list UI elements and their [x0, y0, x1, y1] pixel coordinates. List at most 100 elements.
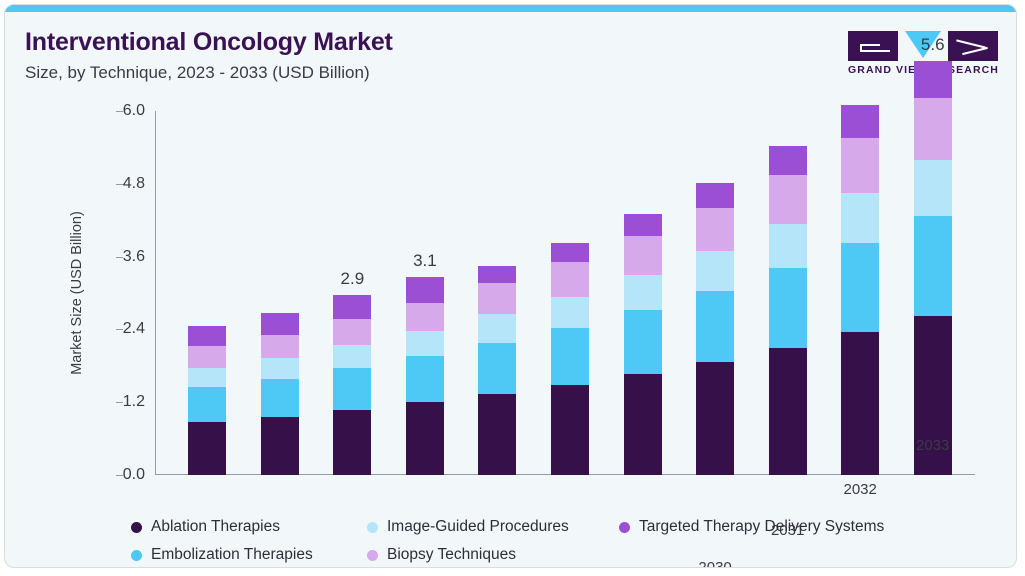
- bar-group[interactable]: 2031: [768, 145, 807, 539]
- bar-segment[interactable]: [913, 160, 952, 216]
- bar-group[interactable]: 2029: [623, 214, 662, 475]
- bar-segment[interactable]: [333, 295, 372, 320]
- bar-segment[interactable]: [913, 215, 952, 317]
- bar-segment[interactable]: [768, 223, 807, 269]
- bars-container: 2023 2024 2.92025 3.12026 2027 2028 2029 2030 20…: [155, 35, 975, 567]
- bar-segment[interactable]: [551, 242, 589, 263]
- bar-segment[interactable]: [623, 214, 662, 237]
- legend-item[interactable]: Ablation Therapies: [131, 513, 359, 541]
- bar-segment[interactable]: [551, 328, 589, 385]
- bar-segment[interactable]: [841, 242, 880, 332]
- bar-group[interactable]: 2030: [696, 183, 735, 567]
- legend-label: Biopsy Techniques: [387, 546, 516, 563]
- bar-segment[interactable]: [260, 334, 299, 358]
- legend-item[interactable]: Embolization Therapies: [131, 541, 359, 567]
- legend-label: Embolization Therapies: [151, 546, 313, 563]
- legend-item[interactable]: Image-Guided Procedures: [367, 513, 611, 541]
- bar-segment[interactable]: [188, 422, 227, 475]
- logo-right-block-icon: [948, 31, 998, 61]
- bar-segment[interactable]: [913, 61, 952, 99]
- y-axis-line: [155, 111, 156, 475]
- bar-group[interactable]: 3.12026: [405, 251, 444, 475]
- bar-segment[interactable]: [623, 310, 662, 374]
- card-top-accent-bar: [5, 5, 1016, 12]
- bar-value-label: 2.9: [340, 269, 365, 289]
- bar-segment[interactable]: [478, 342, 517, 395]
- bar-segment[interactable]: [333, 367, 372, 411]
- bar-segment[interactable]: [623, 274, 662, 310]
- bar-segment[interactable]: [333, 344, 372, 368]
- bar-group[interactable]: 2024: [260, 313, 299, 475]
- bar-group[interactable]: 2028: [551, 242, 589, 475]
- bar-segment[interactable]: [260, 416, 299, 475]
- bar-segment[interactable]: [841, 104, 880, 138]
- bar-segment[interactable]: [478, 283, 517, 315]
- bar-segment[interactable]: [260, 379, 299, 417]
- y-axis-tick-mark: [115, 111, 123, 112]
- bar-segment[interactable]: [405, 330, 444, 357]
- chart-card: Interventional Oncology Market Size, by …: [4, 4, 1017, 568]
- y-axis-tick-mark: [115, 402, 123, 404]
- y-axis-tick-label: 4.8: [115, 175, 145, 193]
- bar-segment[interactable]: [696, 290, 735, 362]
- bar-segment[interactable]: [841, 192, 880, 243]
- bar-segment[interactable]: [768, 145, 807, 175]
- bar-segment[interactable]: [696, 361, 735, 475]
- bar-segment[interactable]: [405, 402, 444, 475]
- legend-label: Ablation Therapies: [151, 518, 280, 535]
- bar-segment[interactable]: [405, 276, 444, 303]
- bar-group[interactable]: 2023: [188, 326, 227, 475]
- y-axis-tick-mark: [115, 329, 123, 331]
- bar-value-label: 5.6: [920, 35, 945, 55]
- bar-segment[interactable]: [260, 313, 299, 335]
- bar-group[interactable]: 2032: [841, 104, 880, 498]
- bar-segment[interactable]: [696, 207, 735, 252]
- logo-marks: [848, 31, 998, 61]
- y-axis-tick-mark: [115, 475, 123, 476]
- bar-segment[interactable]: [188, 326, 227, 347]
- bar-segment[interactable]: [551, 296, 589, 329]
- bar-segment[interactable]: [768, 347, 807, 475]
- bar-segment[interactable]: [478, 266, 517, 284]
- bar-segment[interactable]: [913, 316, 952, 475]
- y-axis-tick-label: 3.6: [115, 248, 145, 266]
- y-axis-tick-label: 0.0: [115, 466, 145, 484]
- bar-segment[interactable]: [841, 137, 880, 193]
- bar-segment[interactable]: [551, 384, 589, 475]
- legend-color-dot-icon: [367, 549, 378, 561]
- bar-segment[interactable]: [623, 373, 662, 475]
- bar-segment[interactable]: [696, 251, 735, 291]
- bar-group[interactable]: 5.6 2033: [913, 35, 952, 475]
- bar-segment[interactable]: [768, 174, 807, 224]
- bar-segment[interactable]: [768, 268, 807, 348]
- bar-group[interactable]: 2.92025: [333, 269, 372, 475]
- bar-segment[interactable]: [405, 302, 444, 331]
- bar-segment[interactable]: [551, 262, 589, 297]
- legend-label: Image-Guided Procedures: [387, 518, 569, 535]
- legend-item[interactable]: Targeted Therapy Delivery Systems: [619, 513, 949, 541]
- bar-segment[interactable]: [913, 98, 952, 161]
- legend-label: Targeted Therapy Delivery Systems: [639, 518, 885, 535]
- bar-segment[interactable]: [260, 357, 299, 380]
- bar-group[interactable]: 2027: [478, 266, 517, 475]
- bar-segment[interactable]: [478, 314, 517, 343]
- x-axis-tick-label: 2031: [770, 521, 805, 539]
- bar-segment[interactable]: [478, 394, 517, 475]
- bar-segment[interactable]: [188, 387, 227, 423]
- bar-segment[interactable]: [188, 346, 227, 368]
- bar-segment[interactable]: [623, 236, 662, 275]
- bar-segment[interactable]: [188, 367, 227, 388]
- bar-segment[interactable]: [405, 356, 444, 403]
- bar-segment[interactable]: [333, 319, 372, 345]
- y-axis-tick-mark: [115, 256, 123, 258]
- y-axis-title: Market Size (USD Billion): [69, 211, 85, 375]
- y-axis-tick-label: 1.2: [115, 393, 145, 411]
- y-axis-tick-mark: [115, 183, 123, 185]
- bar-segment[interactable]: [696, 183, 735, 208]
- legend-item[interactable]: Biopsy Techniques: [367, 541, 611, 567]
- logo-triangle-icon: [905, 31, 941, 58]
- bar-segment[interactable]: [333, 410, 372, 475]
- bar-segment[interactable]: [841, 331, 880, 475]
- legend-color-dot-icon: [131, 549, 142, 561]
- page-subtitle: Size, by Technique, 2023 - 2033 (USD Bil…: [25, 63, 370, 82]
